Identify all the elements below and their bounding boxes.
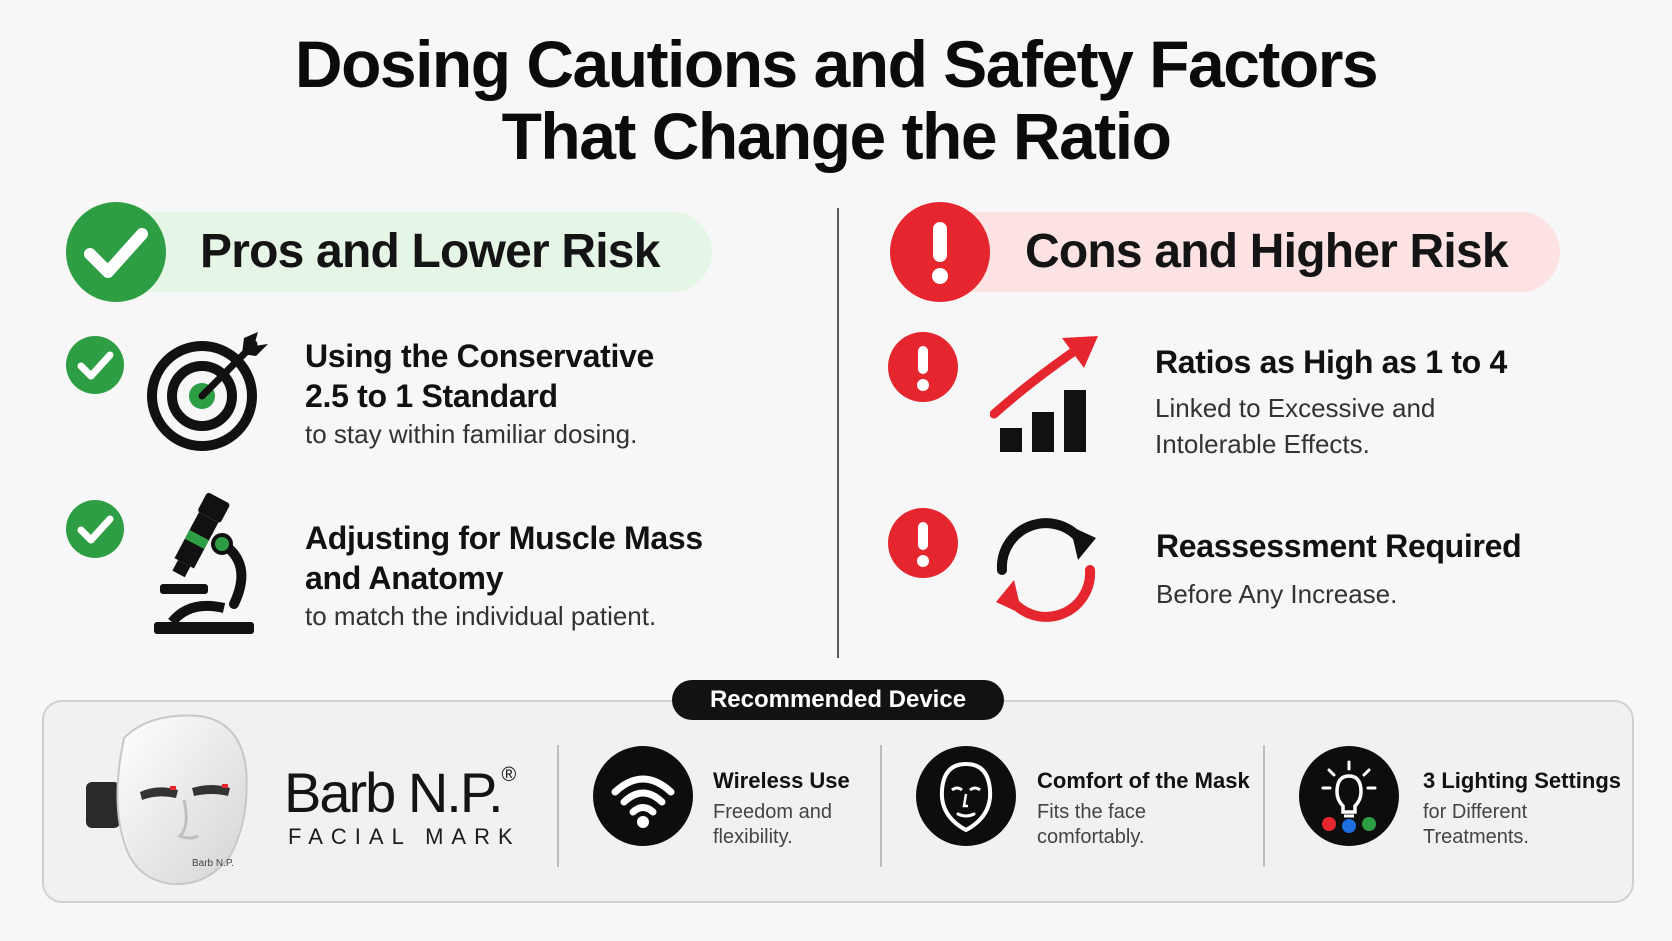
brand-registered-mark: ® bbox=[501, 764, 517, 786]
exclamation-small-icon bbox=[888, 508, 958, 578]
lightbulb-icon bbox=[1299, 746, 1399, 846]
feature-wireless: Wireless Use Freedom and flexibility. bbox=[713, 766, 850, 850]
brand-subtitle: FACIAL MARK bbox=[288, 824, 521, 849]
cons-item-2: Reassessment Required Before Any Increas… bbox=[1156, 526, 1522, 612]
feature-wireless-sub-line-2: flexibility. bbox=[713, 826, 793, 848]
face-mask-icon bbox=[916, 746, 1016, 846]
pros-heading: Pros and Lower Risk bbox=[200, 225, 660, 278]
panel-separator bbox=[1263, 745, 1265, 867]
cons-item-1-sub-line-2: Intolerable Effects. bbox=[1155, 429, 1370, 459]
rising-chart-icon bbox=[990, 332, 1100, 456]
brand-name: Barb N.P.® bbox=[284, 760, 516, 825]
brand-name-text: Barb N.P. bbox=[284, 761, 504, 824]
pros-item-2-title-line-2: and Anatomy bbox=[305, 560, 504, 596]
page-title-line-1: Dosing Cautions and Safety Factors bbox=[294, 27, 1379, 101]
pros-item-1-title-line-2: 2.5 to 1 Standard bbox=[305, 378, 558, 414]
cons-heading: Cons and Higher Risk bbox=[1025, 225, 1509, 278]
pros-item-1-title-line-1: Using the Conservative bbox=[305, 338, 655, 374]
panel-separator bbox=[557, 745, 559, 867]
microscope-icon bbox=[150, 492, 260, 638]
svg-text:Barb N.P.: Barb N.P. bbox=[192, 858, 234, 869]
feature-comfort: Comfort of the Mask Fits the face comfor… bbox=[1037, 766, 1250, 850]
panel-separator bbox=[880, 745, 882, 867]
refresh-icon bbox=[988, 512, 1104, 628]
pros-header-pill: Pros and Lower Risk bbox=[80, 212, 712, 292]
feature-comfort-sub-line-1: Fits the face bbox=[1037, 801, 1146, 823]
cons-item-2-title: Reassessment Required bbox=[1156, 528, 1522, 564]
column-divider bbox=[837, 208, 839, 658]
feature-lighting-sub-line-1: for Different bbox=[1423, 801, 1528, 823]
feature-comfort-title: Comfort of the Mask bbox=[1037, 768, 1250, 793]
feature-lighting-title: 3 Lighting Settings bbox=[1423, 768, 1621, 793]
wifi-icon bbox=[593, 746, 693, 846]
feature-lighting-sub-line-2: Treatments. bbox=[1423, 826, 1529, 848]
page-title-line-2: That Change the Ratio bbox=[501, 99, 1172, 173]
exclamation-badge-icon bbox=[890, 202, 990, 302]
feature-lighting: 3 Lighting Settings for Different Treatm… bbox=[1423, 766, 1621, 850]
cons-item-1: Ratios as High as 1 to 4 Linked to Exces… bbox=[1155, 342, 1507, 462]
exclamation-small-icon bbox=[888, 332, 958, 402]
cons-item-1-sub-line-1: Linked to Excessive and bbox=[1155, 393, 1436, 423]
facial-mask-image: Barb N.P. bbox=[80, 708, 260, 895]
pros-item-2: Adjusting for Muscle Mass and Anatomy to… bbox=[305, 518, 703, 634]
pros-item-1-sub: to stay within familiar dosing. bbox=[305, 419, 638, 449]
cons-header-pill: Cons and Higher Risk bbox=[905, 212, 1560, 292]
check-small-icon bbox=[66, 336, 124, 394]
pros-item-2-sub: to match the individual patient. bbox=[305, 601, 657, 631]
pros-item-2-title-line-1: Adjusting for Muscle Mass bbox=[305, 520, 703, 556]
feature-wireless-title: Wireless Use bbox=[713, 768, 850, 793]
check-small-icon bbox=[66, 500, 124, 558]
feature-wireless-sub-line-1: Freedom and bbox=[713, 801, 832, 823]
page-title: Dosing Cautions and Safety Factors That … bbox=[0, 28, 1672, 172]
check-badge-icon bbox=[66, 202, 166, 302]
feature-comfort-sub-line-2: comfortably. bbox=[1037, 826, 1145, 848]
recommended-device-tab: Recommended Device bbox=[672, 680, 1004, 720]
target-icon bbox=[146, 328, 272, 454]
cons-item-1-title: Ratios as High as 1 to 4 bbox=[1155, 344, 1508, 380]
pros-item-1: Using the Conservative 2.5 to 1 Standard… bbox=[305, 336, 654, 452]
cons-item-2-sub-line-1: Before Any Increase. bbox=[1156, 579, 1398, 609]
